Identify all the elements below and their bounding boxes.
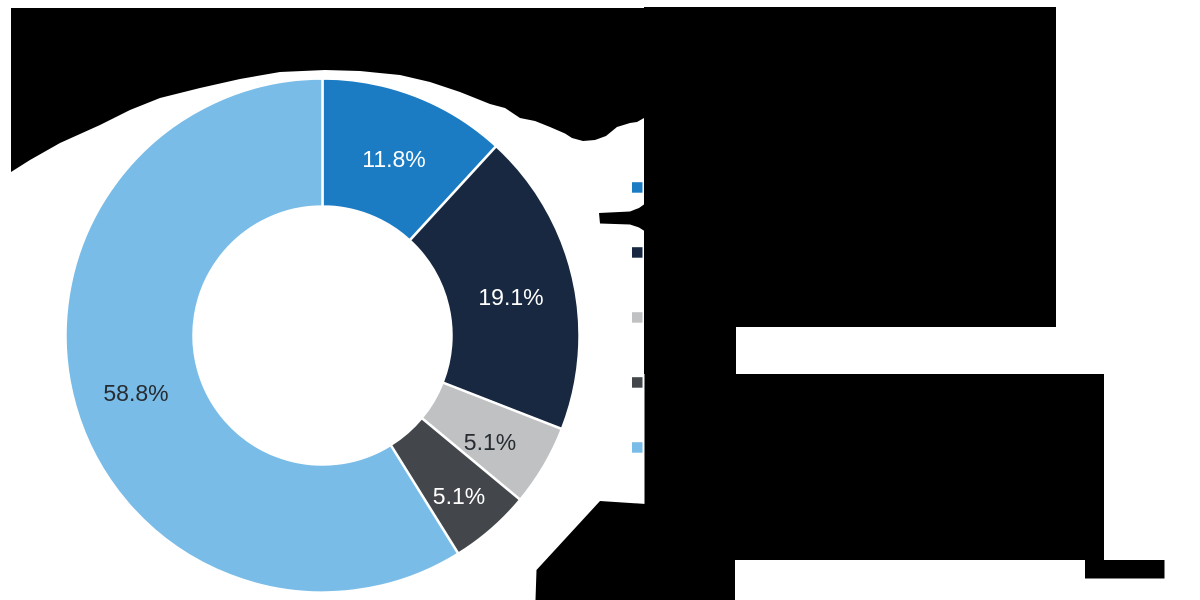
svg-text:11.8%: 11.8% [362,146,426,172]
svg-text:5.1%: 5.1% [464,429,516,455]
svg-text:58.8%: 58.8% [103,380,168,406]
svg-text:5.1%: 5.1% [433,483,485,509]
svg-text:19.1%: 19.1% [478,284,543,310]
